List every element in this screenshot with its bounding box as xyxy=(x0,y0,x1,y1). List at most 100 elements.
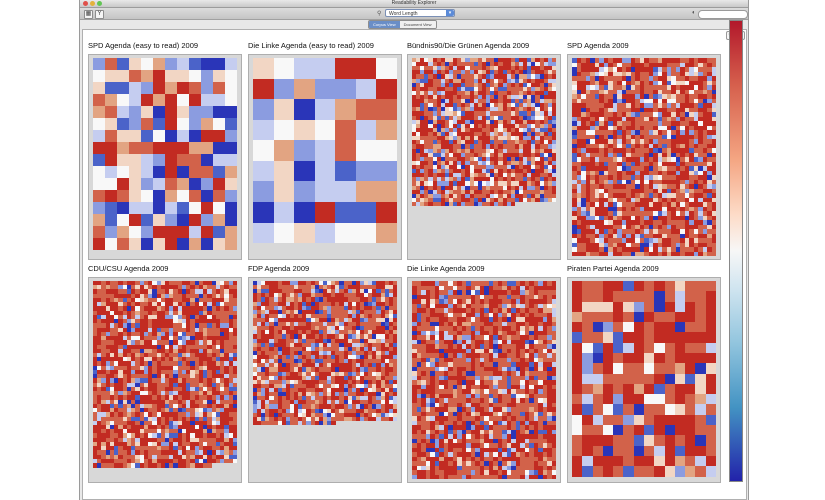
sentence-cell[interactable] xyxy=(547,103,553,108)
sentence-cell[interactable] xyxy=(436,103,442,108)
sentence-cell[interactable] xyxy=(502,78,507,83)
sentence-cell[interactable] xyxy=(502,132,507,137)
sentence-cell[interactable] xyxy=(416,95,421,100)
sentence-cell[interactable] xyxy=(543,90,549,96)
sentence-cell[interactable] xyxy=(481,78,487,83)
sentence-cell[interactable] xyxy=(551,70,557,75)
sentence-cell[interactable] xyxy=(432,144,437,149)
sentence-cell[interactable] xyxy=(662,58,667,63)
sentence-cell[interactable] xyxy=(420,181,425,186)
sentence-cell[interactable] xyxy=(412,185,417,190)
sentence-cell[interactable] xyxy=(165,166,178,179)
sentence-cell[interactable] xyxy=(523,177,528,182)
sentence-cell[interactable] xyxy=(177,202,190,215)
sentence-cell[interactable] xyxy=(416,177,421,182)
sentence-cell[interactable] xyxy=(225,214,238,227)
sentence-cell[interactable] xyxy=(461,62,466,67)
sentence-cell[interactable] xyxy=(416,82,421,88)
sentence-cell[interactable] xyxy=(444,202,450,207)
sentence-cell[interactable] xyxy=(424,111,429,116)
sentence-cell[interactable] xyxy=(177,142,190,155)
sentence-cell[interactable] xyxy=(376,99,398,120)
sentence-cell[interactable] xyxy=(416,58,421,63)
sentence-cell[interactable] xyxy=(531,136,536,141)
sentence-cell[interactable] xyxy=(514,74,520,79)
sentence-cell[interactable] xyxy=(201,178,214,191)
sentence-cell[interactable] xyxy=(506,95,512,100)
sentence-cell[interactable] xyxy=(531,140,536,145)
sentence-cell[interactable] xyxy=(225,154,238,167)
sentence-cell[interactable] xyxy=(428,160,433,166)
sentence-cell[interactable] xyxy=(424,144,429,149)
sentence-cell[interactable] xyxy=(424,185,429,190)
sentence-cell[interactable] xyxy=(498,99,503,104)
sentence-cell[interactable] xyxy=(432,148,437,153)
sentence-cell[interactable] xyxy=(412,70,417,75)
sentence-cell[interactable] xyxy=(510,58,516,63)
sentence-cell[interactable] xyxy=(465,123,470,129)
sentence-cell[interactable] xyxy=(153,142,166,155)
sentence-cell[interactable] xyxy=(201,70,214,83)
sentence-cell[interactable] xyxy=(535,103,540,108)
sentence-cell[interactable] xyxy=(436,152,442,158)
sentence-cell[interactable] xyxy=(416,136,421,141)
sentence-cell[interactable] xyxy=(105,130,118,143)
sentence-cell[interactable] xyxy=(539,148,544,153)
sentence-cell[interactable] xyxy=(469,189,474,195)
document-panel[interactable] xyxy=(407,54,561,260)
sentence-cell[interactable] xyxy=(424,115,429,120)
sentence-cell[interactable] xyxy=(416,160,421,166)
sentence-cell[interactable] xyxy=(432,103,437,108)
sentence-cell[interactable] xyxy=(461,111,466,116)
sentence-cell[interactable] xyxy=(477,193,483,199)
sentence-cell[interactable] xyxy=(543,74,549,79)
sentence-cell[interactable] xyxy=(436,164,442,170)
sentence-cell[interactable] xyxy=(225,106,238,119)
sentence-cell[interactable] xyxy=(225,82,238,95)
sentence-cell[interactable] xyxy=(469,160,474,166)
sentence-cell[interactable] xyxy=(523,111,528,116)
sentence-cell[interactable] xyxy=(506,90,512,96)
sentence-cell[interactable] xyxy=(453,169,458,174)
sentence-cell[interactable] xyxy=(444,90,450,96)
sentence-cell[interactable] xyxy=(469,99,474,104)
sentence-cell[interactable] xyxy=(502,86,507,92)
sentence-cell[interactable] xyxy=(428,107,433,112)
sentence-cell[interactable] xyxy=(531,107,536,112)
sentence-cell[interactable] xyxy=(444,123,450,129)
sentence-cell[interactable] xyxy=(551,164,557,170)
sentence-cell[interactable] xyxy=(506,86,512,92)
sentence-cell[interactable] xyxy=(436,86,442,92)
sentence-cell[interactable] xyxy=(547,115,553,120)
sentence-cell[interactable] xyxy=(543,127,549,133)
sentence-cell[interactable] xyxy=(473,90,479,96)
sentence-cell[interactable] xyxy=(514,148,520,153)
sentence-cell[interactable] xyxy=(440,103,446,108)
sentence-cell[interactable] xyxy=(129,238,142,251)
sentence-cell[interactable] xyxy=(490,58,495,63)
sentence-cell[interactable] xyxy=(376,78,398,100)
sentence-cell[interactable] xyxy=(477,62,483,67)
sentence-cell[interactable] xyxy=(444,99,450,104)
sentence-cell[interactable] xyxy=(424,95,429,100)
sentence-cell[interactable] xyxy=(335,140,357,162)
sentence-cell[interactable] xyxy=(486,115,491,120)
sentence-cell[interactable] xyxy=(165,226,178,239)
sentence-cell[interactable] xyxy=(436,74,442,79)
sentence-cell[interactable] xyxy=(543,140,549,145)
sentence-cell[interactable] xyxy=(523,115,528,120)
sentence-cell[interactable] xyxy=(473,78,479,83)
sentence-cell[interactable] xyxy=(420,152,425,158)
sentence-cell[interactable] xyxy=(527,111,532,116)
sentence-cell[interactable] xyxy=(117,58,130,71)
sentence-cell[interactable] xyxy=(490,95,495,100)
sentence-cell[interactable] xyxy=(444,107,450,112)
sentence-cell[interactable] xyxy=(432,66,437,71)
sentence-cell[interactable] xyxy=(527,82,532,88)
sentence-cell[interactable] xyxy=(551,185,557,190)
sentence-cell[interactable] xyxy=(449,74,454,79)
sentence-cell[interactable] xyxy=(461,160,466,166)
sentence-cell[interactable] xyxy=(551,173,557,178)
sentence-cell[interactable] xyxy=(117,214,130,227)
sentence-cell[interactable] xyxy=(510,177,516,182)
